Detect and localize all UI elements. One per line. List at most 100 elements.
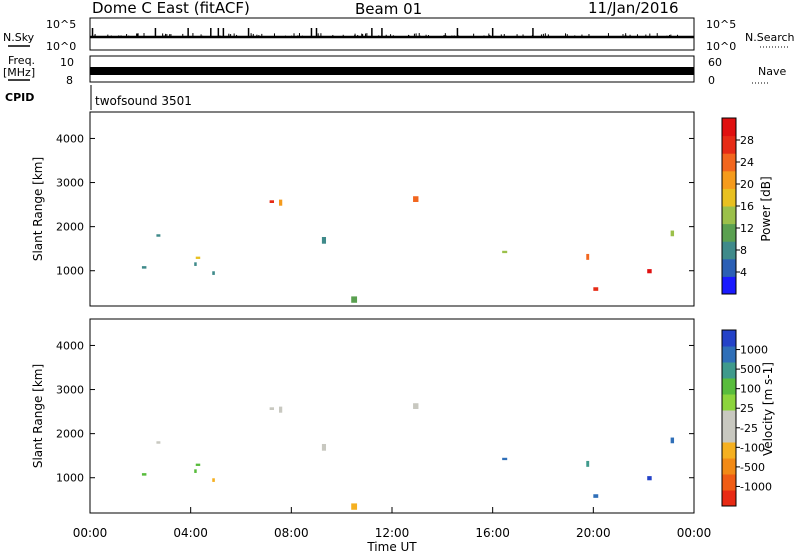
colorbar-tick-label: 1000	[740, 344, 768, 357]
power-cell	[141, 266, 147, 269]
power-cell	[269, 200, 274, 203]
velocity-cell	[586, 460, 590, 467]
x-tick-label: 20:00	[576, 526, 611, 540]
power-cell	[195, 256, 201, 259]
power-ylabel: Slant Range [km]	[31, 157, 45, 261]
colorbar-swatch	[722, 153, 736, 172]
colorbar-swatch	[722, 258, 736, 277]
colorbar-tick-label: 12	[740, 222, 754, 235]
date-title: 11/Jan/2016	[588, 0, 679, 17]
y-tick-label: 2000	[56, 428, 84, 441]
y-tick-label: 2000	[56, 221, 84, 234]
colorbar-frame	[721, 329, 737, 507]
power-cell	[194, 262, 197, 266]
power-cell	[413, 196, 419, 202]
power-cell	[212, 271, 215, 275]
power-colorbar-label: Power [dB]	[759, 176, 773, 241]
velocity-cell	[670, 437, 675, 444]
power-cells	[141, 196, 675, 303]
velocity-cells	[141, 403, 675, 510]
power-panel-frame	[89, 111, 695, 307]
velocity-cell	[321, 443, 327, 451]
colorbar-swatch	[722, 458, 736, 475]
colorbar-tick-label: -1000	[740, 480, 772, 493]
power-colorbar: 4 8 12 16 20 24 28	[721, 117, 754, 295]
velocity-cell	[212, 478, 215, 482]
power-panel: 1000 2000 3000 4000 Slant Range [km]	[31, 111, 695, 307]
y-tick-label: 4000	[56, 339, 84, 352]
time-axis-label: Time UT	[366, 540, 417, 554]
colorbar-swatch	[722, 474, 736, 491]
colorbar-swatch	[722, 118, 736, 137]
velocity-cell	[141, 473, 147, 476]
colorbar-tick-label: 100	[740, 383, 761, 396]
nave-label: Nave	[758, 65, 786, 78]
colorbar-swatch	[722, 241, 736, 260]
freq-tick-left-top: 10	[60, 56, 74, 69]
x-tick-label: 00:00	[73, 526, 108, 540]
freq-band	[90, 67, 694, 75]
noise-tick-left-bottom: 10^0	[46, 40, 76, 53]
colorbar-swatch	[722, 362, 736, 379]
power-yticks: 1000 2000 3000 4000	[56, 132, 694, 278]
freq-tick-right-top: 60	[708, 56, 722, 69]
noise-spikes	[91, 28, 679, 37]
colorbar-swatch	[722, 410, 736, 427]
noise-tick-right-bottom: 10^0	[706, 40, 736, 53]
x-tick-label: 00:00	[677, 526, 712, 540]
freq-label: Freq.	[8, 54, 35, 67]
colorbar-tick-label: -100	[740, 441, 765, 454]
colorbar-swatch	[722, 276, 736, 295]
velocity-colorbar: 1000 500 100 25 -25 -100 -500 -1000	[721, 329, 772, 507]
noise-panel: 10^5 10^0 10^5 10^0	[46, 17, 736, 53]
colorbar-swatch	[722, 223, 736, 242]
colorbar-tick-label: 28	[740, 134, 754, 147]
y-tick-label: 1000	[56, 472, 84, 485]
velocity-cell	[647, 476, 652, 481]
colorbar-tick-label: -500	[740, 461, 765, 474]
cpid-label: CPID	[5, 91, 34, 104]
time-axis-ticks: 00:00 04:00 08:00 12:00 16:00 20:00 00:00	[73, 507, 712, 540]
power-cell	[670, 230, 675, 237]
colorbar-tick-label: 25	[740, 402, 754, 415]
freq-unit-label: [MHz]	[3, 66, 35, 79]
x-tick-label: 16:00	[475, 526, 510, 540]
freq-panel: 10 8 60 0	[60, 55, 722, 87]
y-tick-label: 1000	[56, 265, 84, 278]
colorbar-swatch	[722, 135, 736, 154]
colorbar-swatch	[722, 346, 736, 363]
velocity-cell	[156, 441, 161, 444]
colorbar-swatch	[722, 442, 736, 459]
colorbar-swatch	[722, 330, 736, 347]
noise-panel-frame	[89, 17, 695, 51]
power-cell	[321, 236, 327, 244]
velocity-cell	[269, 407, 274, 410]
noise-tick-left-top: 10^5	[46, 18, 76, 31]
beam-title: Beam 01	[355, 0, 422, 18]
power-cell	[647, 269, 652, 274]
freq-tick-left-bottom: 8	[66, 74, 73, 87]
colorbar-swatch	[722, 188, 736, 207]
velocity-cell	[194, 469, 197, 473]
x-tick-label: 08:00	[274, 526, 309, 540]
station-title: Dome C East (fitACF)	[92, 0, 250, 17]
colorbar-tick-label: -25	[740, 422, 758, 435]
colorbar-swatch	[722, 426, 736, 443]
velocity-cell	[502, 457, 508, 461]
colorbar-tick-label: 20	[740, 178, 754, 191]
velocity-cell	[195, 463, 201, 466]
colorbar-tick-label: 8	[740, 244, 747, 257]
power-cell	[586, 253, 590, 260]
y-tick-label: 3000	[56, 177, 84, 190]
velocity-yticks: 1000 2000 3000 4000	[56, 339, 694, 485]
colorbar-swatch	[722, 170, 736, 189]
noise-tick-right-top: 10^5	[706, 18, 736, 31]
velocity-panel-frame	[89, 318, 695, 514]
velocity-cell	[413, 403, 419, 409]
y-tick-label: 3000	[56, 384, 84, 397]
nsky-label: N.Sky	[3, 31, 35, 44]
colorbar-tick-label: 16	[740, 200, 754, 213]
x-tick-label: 12:00	[375, 526, 410, 540]
power-cell	[156, 234, 161, 237]
